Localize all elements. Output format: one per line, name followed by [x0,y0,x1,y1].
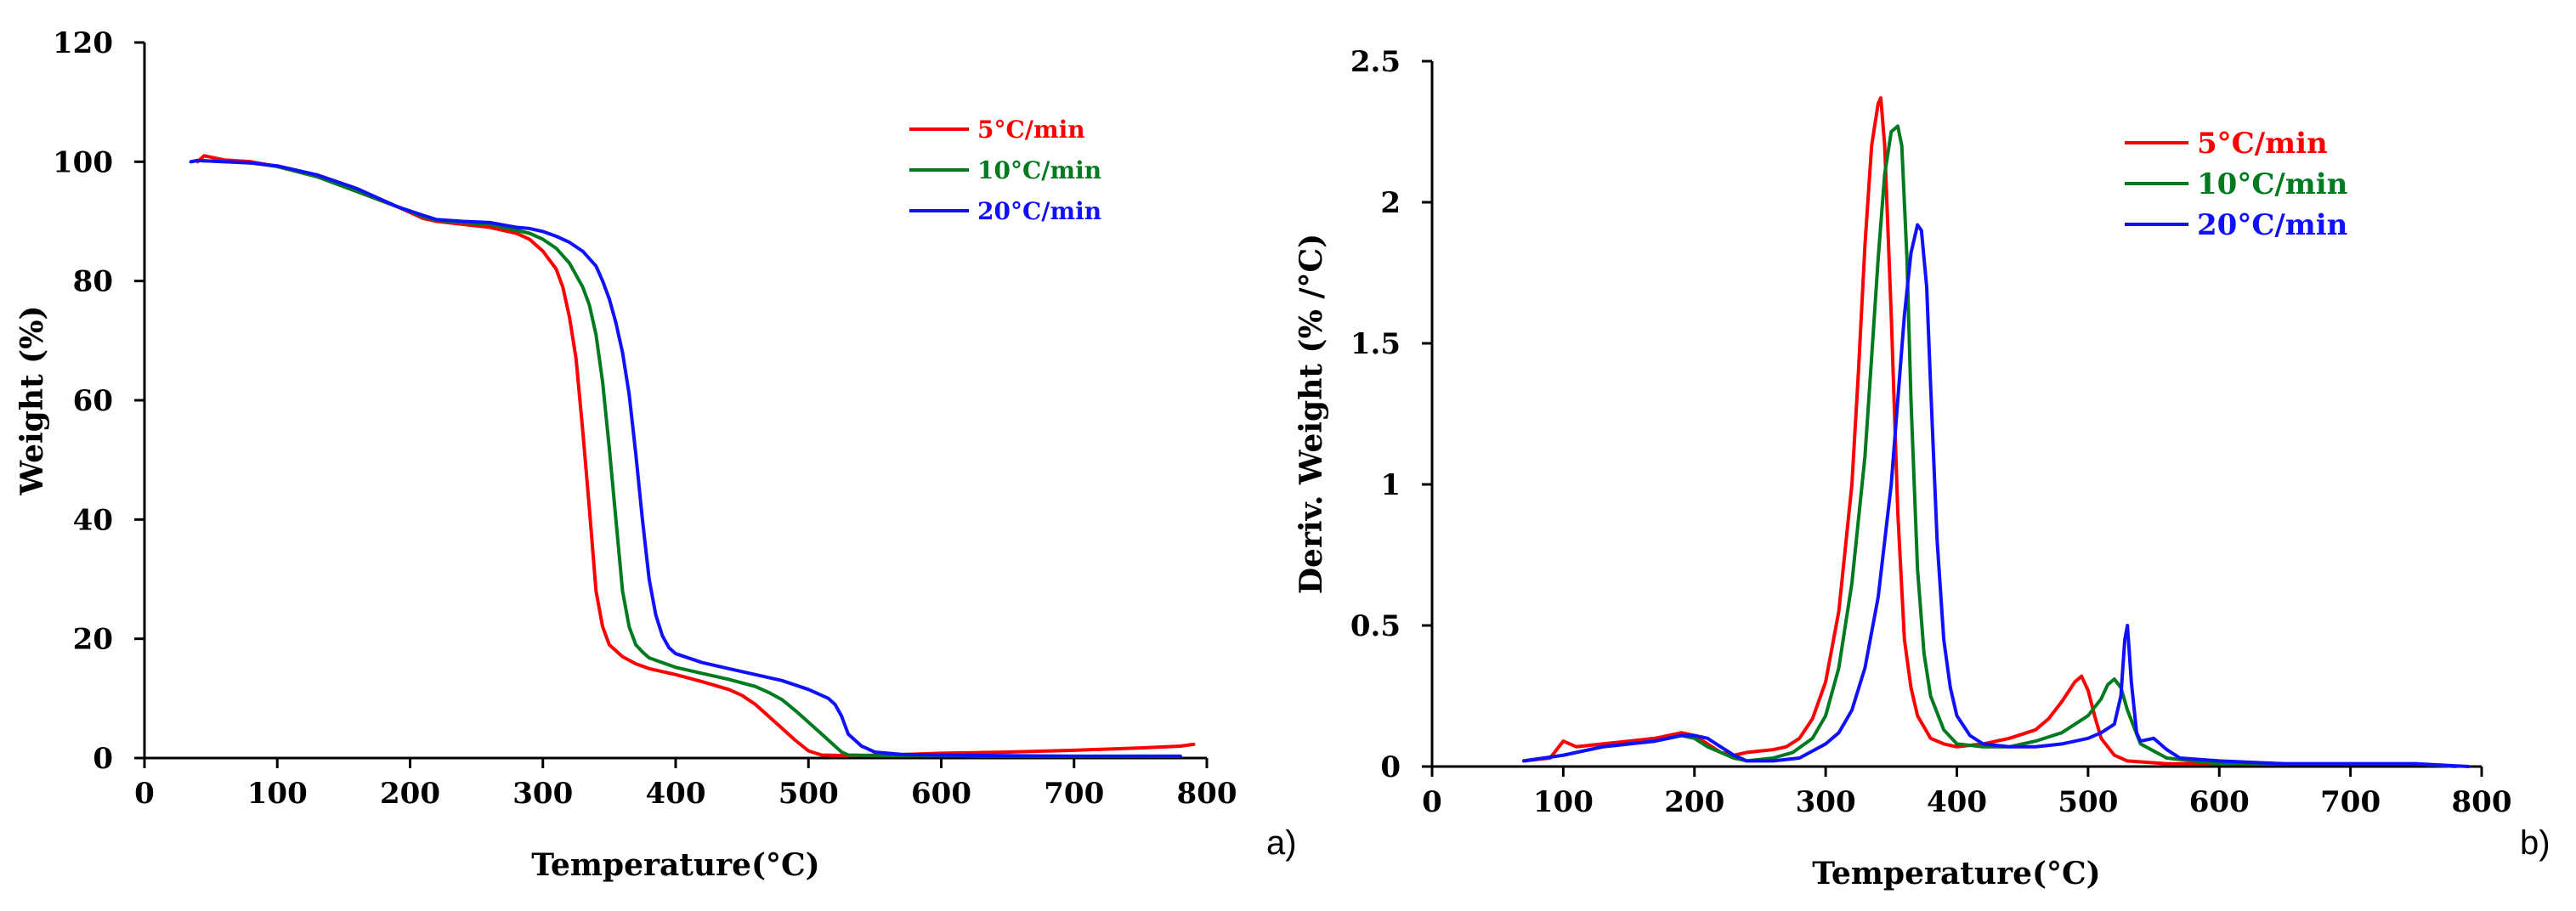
chart-b-xtick-label-6: 600 [2189,785,2250,819]
chart-b-xtick-label-5: 500 [2058,785,2118,819]
chart-a-y-ticks: 0 20 40 60 80 100 120 [53,26,144,776]
chart-a-series [189,154,1196,758]
chart-a-ytick-label-3: 60 [73,384,113,418]
chart-a-xtick-label-1: 100 [247,777,308,811]
chart-b-ytick-label-2: 1 [1380,468,1401,502]
chart-a-xtick-label-2: 200 [380,777,440,811]
chart-b-xtick-label-7: 700 [2320,785,2381,819]
chart-b-legend-label-2: 20°C/min [2197,208,2347,242]
chart-a-legend-label-0: 5°C/min [977,116,1085,144]
chart-b-xtick-label-2: 200 [1664,785,1724,819]
chart-b-series-line-1 [1522,124,2458,768]
chart-b-xtick-label-0: 0 [1422,785,1442,819]
chart-a-legend-label-2: 20°C/min [977,197,1101,225]
chart-b-panel-label: b) [2520,824,2551,862]
chart-a-panel-label: a) [1266,824,1297,862]
chart-a-legend-label-1: 10°C/min [977,156,1101,184]
chart-a-ytick-label-1: 20 [73,623,113,657]
chart-a-legend: 5°C/min 10°C/min 20°C/min [909,116,1101,225]
chart-a-axes [143,42,1207,760]
chart-b-ylabel: Deriv. Weight (% /°C) [1294,234,1329,594]
chart-a: 0 20 40 60 80 100 120 0 100 200 300 400 500 600 700 80… [14,26,1297,883]
chart-a-ytick-label-5: 100 [53,145,113,179]
chart-b-ytick-label-1: 0.5 [1350,609,1401,643]
chart-b-legend-label-0: 5°C/min [2197,127,2328,161]
chart-a-ytick-label-2: 40 [73,503,113,537]
chart-a-series-line-2 [189,158,1182,758]
chart-b-xtick-label-3: 300 [1796,785,1856,819]
chart-b-y-ticks: 0 0.5 1 1.5 2 2.5 [1350,45,1432,784]
chart-a-xlabel: Temperature(°C) [531,847,819,883]
chart-a-xtick-label-0: 0 [134,777,155,811]
chart-b: 0 0.5 1 1.5 2 2.5 0 100 200 300 400 500 600 700 800 D… [1294,45,2551,891]
chart-b-xtick-label-8: 800 [2452,785,2512,819]
chart-a-xtick-label-6: 600 [911,777,971,811]
chart-a-xtick-label-3: 300 [512,777,573,811]
chart-b-x-ticks: 0 100 200 300 400 500 600 700 800 [1422,767,2511,819]
chart-b-xtick-label-1: 100 [1533,785,1594,819]
chart-a-x-ticks: 0 100 200 300 400 500 600 700 800 [134,758,1237,811]
chart-a-ylabel: Weight (%) [14,306,50,496]
chart-b-legend-label-1: 10°C/min [2197,167,2347,201]
chart-b-legend: 5°C/min 10°C/min 20°C/min [2125,127,2347,242]
chart-b-xtick-label-4: 400 [1927,785,1987,819]
chart-b-ytick-label-3: 1.5 [1350,327,1401,361]
chart-a-xtick-label-8: 800 [1177,777,1237,811]
chart-a-ytick-label-4: 80 [73,265,113,299]
chart-a-xtick-label-5: 500 [778,777,839,811]
chart-b-ytick-label-4: 2 [1380,186,1401,220]
chart-a-series-line-0 [195,154,1196,758]
chart-b-series [1522,96,2471,768]
chart-a-series-line-1 [189,158,1182,758]
chart-a-xtick-label-4: 400 [646,777,706,811]
chart-b-ytick-label-5: 2.5 [1350,45,1401,79]
chart-a-ytick-label-6: 120 [53,26,113,60]
chart-b-ytick-label-0: 0 [1380,750,1401,784]
chart-b-series-line-2 [1522,223,2471,768]
chart-a-ytick-label-0: 0 [93,742,113,776]
chart-b-xlabel: Temperature(°C) [1812,856,2100,891]
chart-a-xtick-label-7: 700 [1044,777,1104,811]
